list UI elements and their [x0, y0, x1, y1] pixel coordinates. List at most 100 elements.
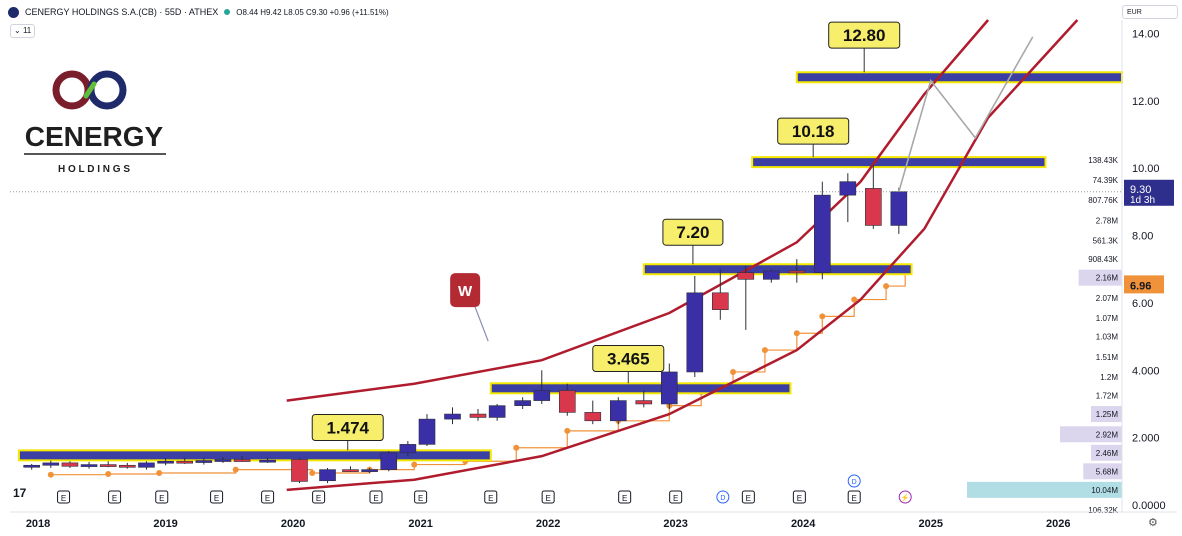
candle-bull[interactable]	[319, 469, 336, 482]
candle-bear[interactable]	[61, 462, 79, 467]
candle-bull[interactable]	[814, 194, 831, 273]
candle-bear[interactable]	[176, 460, 194, 464]
zone-label-box	[777, 117, 850, 145]
volume-profile-bar	[1060, 426, 1122, 443]
candle-bull[interactable]	[42, 462, 60, 466]
price-zone-rect[interactable]	[751, 156, 1047, 169]
earnings-marker-icon[interactable]	[669, 490, 683, 504]
candle-bull[interactable]	[195, 460, 213, 463]
cenergy-logo: CENERGY H O L D I N G S	[24, 70, 166, 175]
candle-bull[interactable]	[763, 270, 780, 280]
candle-bull[interactable]	[214, 459, 232, 462]
volume-profile-label: 2.07M	[1096, 294, 1119, 303]
y-tick-label: 12.00	[1132, 96, 1160, 108]
price-zone-rect[interactable]	[795, 71, 1123, 84]
earnings-marker-icon[interactable]	[741, 490, 755, 504]
axes: 0.0000 2.000 4.000 6.00 8.00 10.00 12.00 14.00 2…	[10, 20, 1177, 530]
earnings-marker-icon[interactable]	[414, 490, 428, 504]
earnings-marker-letter: E	[545, 494, 550, 503]
price-zone-rect[interactable]	[489, 382, 792, 395]
market-status-icon	[224, 9, 231, 15]
price-zones	[10, 71, 1123, 462]
stop-point	[819, 313, 826, 320]
earnings-marker-icon[interactable]	[618, 490, 632, 504]
earnings-marker-icon[interactable]	[484, 490, 498, 504]
earnings-marker-icon[interactable]	[108, 490, 122, 504]
candle-bull[interactable]	[686, 292, 704, 373]
candle-bull[interactable]	[488, 405, 506, 418]
earnings-marker-icon[interactable]	[155, 490, 169, 504]
earnings-marker-icon[interactable]	[261, 490, 275, 504]
earnings-marker-letter: E	[418, 494, 423, 503]
candle-bull[interactable]	[259, 459, 276, 463]
candle-bull[interactable]	[399, 444, 417, 454]
stop-point	[411, 461, 418, 468]
candle-bear[interactable]	[788, 270, 806, 274]
candle-bear[interactable]	[635, 400, 653, 405]
stop-point	[564, 427, 571, 434]
candle-bear[interactable]	[584, 412, 602, 422]
candle-bear[interactable]	[119, 464, 136, 468]
candle-bull[interactable]	[157, 460, 174, 464]
earnings-marker-letter: E	[159, 494, 164, 503]
price-zone-rect[interactable]	[17, 449, 492, 462]
candle-bull[interactable]	[444, 413, 461, 420]
earnings-marker-icon[interactable]	[57, 490, 71, 504]
earnings-marker-letter: E	[797, 494, 802, 503]
candle-bear[interactable]	[558, 390, 576, 413]
earnings-marker-icon[interactable]	[847, 490, 861, 504]
candle-bear[interactable]	[737, 272, 755, 280]
indicators-toggle-button[interactable]: ⌄ 11	[10, 24, 36, 38]
stop-point	[47, 471, 54, 478]
earnings-marker-icon[interactable]	[541, 490, 555, 504]
x-tick-label: 2024	[791, 518, 816, 530]
candle-bull[interactable]	[609, 400, 627, 422]
candle-bull[interactable]	[660, 371, 678, 405]
stop-price-value: 6.96	[1130, 280, 1151, 292]
volume-profile-label: 2.78M	[1096, 216, 1119, 225]
candle-bull[interactable]	[380, 452, 398, 470]
volume-profile-label: 10.04M	[1091, 486, 1118, 495]
logo-subtitle: H O L D I N G S	[58, 164, 130, 175]
dividend-marker-icon[interactable]	[847, 474, 861, 488]
volume-profile-label: 561.3K	[1093, 237, 1119, 246]
candle-bear[interactable]	[865, 188, 882, 226]
candle-bull[interactable]	[890, 191, 908, 226]
volume-profile-bar	[1078, 269, 1122, 286]
zone-label-box	[662, 218, 724, 246]
stop-point	[793, 330, 800, 337]
earnings-marker-icon[interactable]	[312, 490, 326, 504]
candle-bear[interactable]	[469, 413, 487, 418]
zone-label-box	[311, 414, 384, 442]
earnings-marker-icon[interactable]	[792, 490, 806, 504]
dividend-marker-icon[interactable]	[716, 490, 730, 504]
candle-bear[interactable]	[99, 464, 117, 467]
candle-bull[interactable]	[514, 400, 531, 406]
dividend-marker-letter: D	[720, 495, 725, 502]
volume-profile-label: 2.16M	[1096, 274, 1119, 283]
volume-profile-label: 1.07M	[1096, 314, 1119, 323]
earnings-marker-icon[interactable]	[210, 490, 224, 504]
volume-profile-label: 138.43K	[1088, 156, 1118, 165]
candle-bear[interactable]	[712, 292, 729, 310]
candle-bull[interactable]	[23, 464, 40, 468]
split-marker-icon[interactable]	[898, 490, 912, 504]
candle-bear[interactable]	[291, 459, 308, 482]
candle-bull[interactable]	[418, 418, 436, 445]
candle-bull[interactable]	[839, 181, 857, 196]
settings-gear-icon[interactable]: ⚙	[1148, 517, 1158, 529]
candle-bull[interactable]	[533, 390, 551, 401]
event-markers: 17 E E E E E E E E E E E E D E E E D ⚡	[13, 474, 912, 504]
candle-bull[interactable]	[361, 469, 378, 472]
candle-bear[interactable]	[233, 459, 251, 462]
earnings-marker-icon[interactable]	[369, 490, 383, 504]
candle-bull[interactable]	[138, 462, 155, 468]
candle-bull[interactable]	[80, 464, 98, 467]
symbol-title[interactable]: CENERGY HOLDINGS S.A.(CB) · 55D · ATHEX	[25, 7, 219, 17]
zone-label-text: 3.465	[607, 349, 650, 368]
candle-bear[interactable]	[342, 469, 359, 472]
stop-point	[730, 368, 737, 375]
currency-selector[interactable]: EUR	[1122, 5, 1178, 19]
y-tick-label: 6.00	[1132, 298, 1153, 310]
